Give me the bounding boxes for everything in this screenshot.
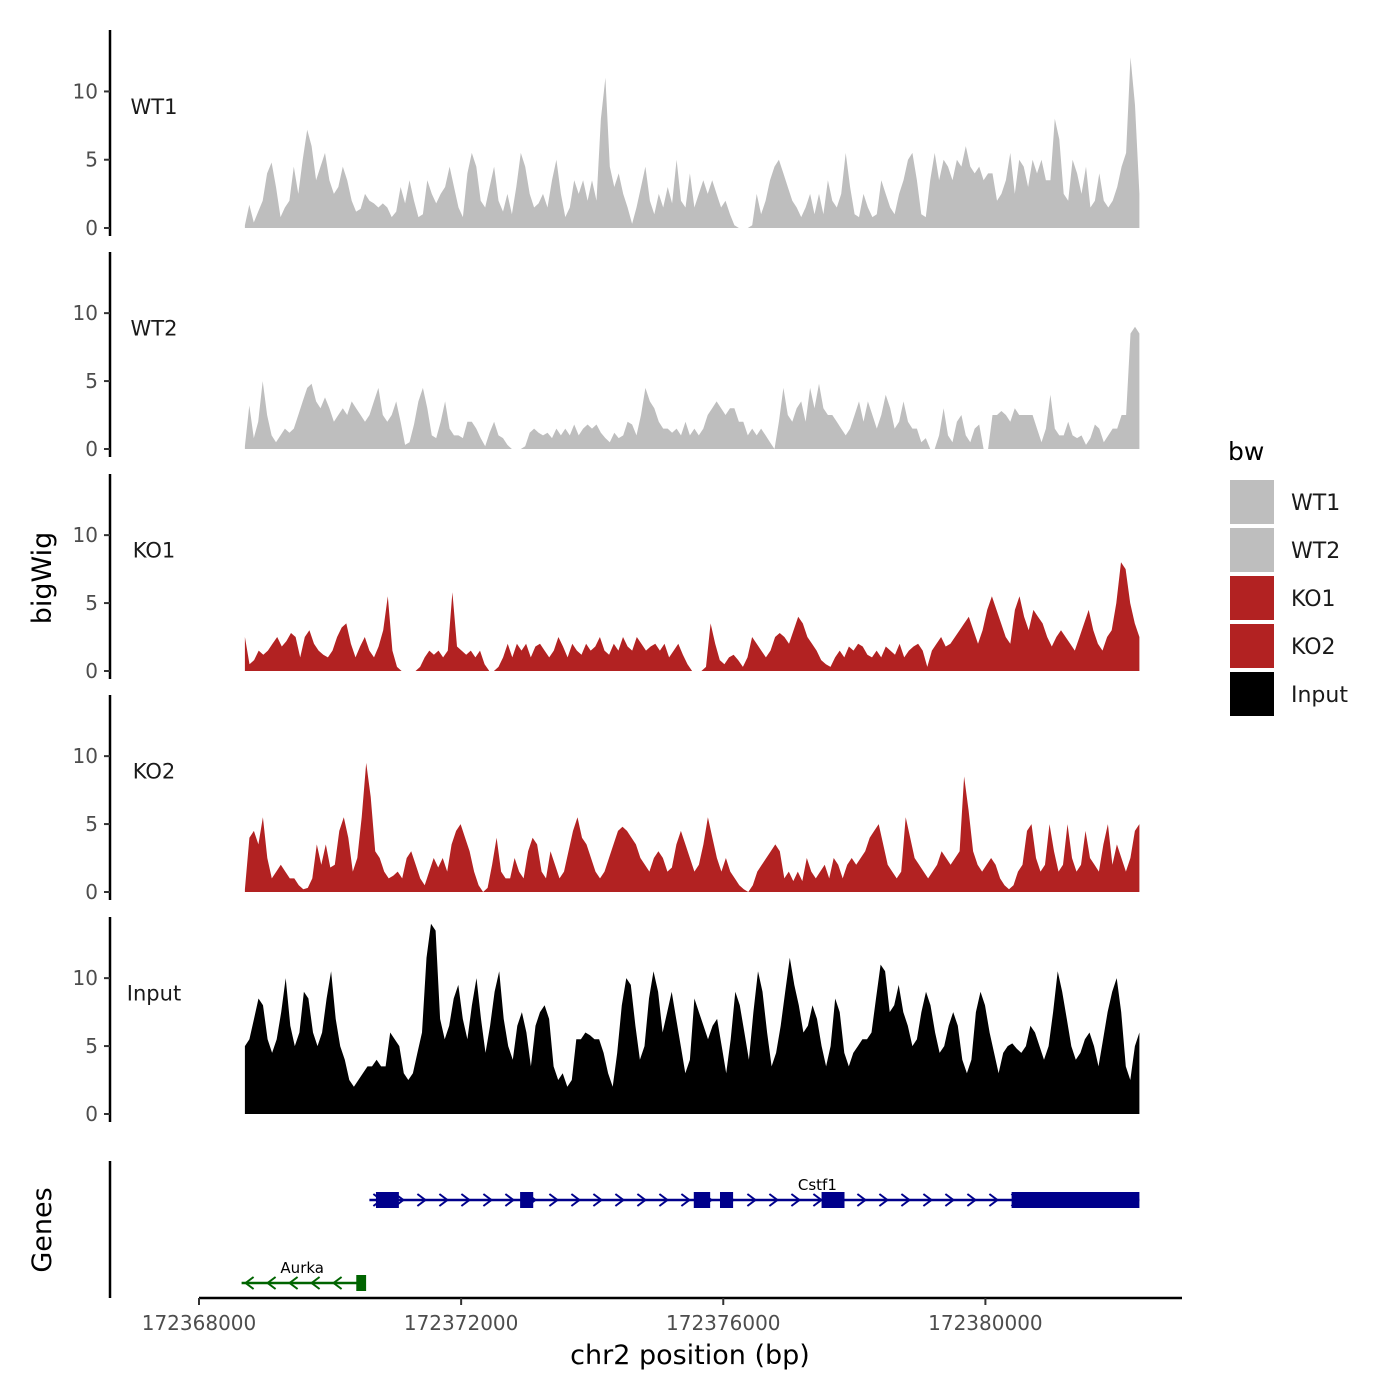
strand-arrow bbox=[287, 1276, 299, 1290]
exon bbox=[520, 1192, 534, 1208]
track-label: Input bbox=[127, 982, 181, 1006]
strand-arrow bbox=[548, 1193, 560, 1207]
y-tick-label: 5 bbox=[85, 148, 98, 172]
gene-label: Cstf1 bbox=[798, 1176, 837, 1194]
track-label: WT2 bbox=[131, 317, 178, 341]
track-wt1: 0 5 10 WT1 bbox=[73, 30, 1140, 240]
strand-arrow bbox=[309, 1276, 321, 1290]
track-ko1: 0 5 10 KO1 bbox=[73, 474, 1140, 683]
legend-label: Input bbox=[1291, 683, 1348, 708]
strand-arrow bbox=[680, 1193, 692, 1207]
legend-swatch bbox=[1230, 624, 1274, 668]
strand-arrow bbox=[460, 1193, 472, 1207]
strand-arrow bbox=[790, 1193, 802, 1207]
y-tick-label: 0 bbox=[85, 437, 98, 461]
legend-swatch bbox=[1230, 480, 1274, 524]
legend-item-wt1: WT1 bbox=[1230, 480, 1340, 524]
strand-arrow bbox=[878, 1193, 890, 1207]
exon bbox=[375, 1192, 399, 1208]
strand-arrow bbox=[658, 1193, 670, 1207]
strand-arrow bbox=[966, 1193, 978, 1207]
y-tick-label: 5 bbox=[85, 369, 98, 393]
x-axis: 172368000 172372000 172376000 172380000 bbox=[142, 1296, 1182, 1335]
x-tick-label: 172380000 bbox=[928, 1311, 1043, 1335]
strand-arrow bbox=[265, 1276, 277, 1290]
coverage-area-wt2 bbox=[244, 326, 1140, 449]
legend-item-wt2: WT2 bbox=[1230, 528, 1340, 572]
strand-arrow bbox=[944, 1193, 956, 1207]
y-axis-title: bigWig bbox=[27, 532, 58, 625]
strand-arrow bbox=[636, 1193, 648, 1207]
strand-arrow bbox=[416, 1193, 428, 1207]
legend: bw WT1 WT2 KO1 KO2 Input bbox=[1228, 437, 1348, 716]
strand-arrow bbox=[331, 1276, 343, 1290]
exon bbox=[1011, 1192, 1140, 1208]
y-tick-label: 5 bbox=[85, 812, 98, 836]
gene-aurka: Aurka bbox=[241, 1259, 367, 1291]
legend-swatch bbox=[1230, 576, 1274, 620]
strand-arrow bbox=[922, 1193, 934, 1207]
strand-arrow bbox=[614, 1193, 626, 1207]
tracks: 0 5 10 WT1 0 5 10 WT2 0 5 10 KO1 0 5 10 KO2 0 5 10 Input bbox=[73, 30, 1140, 1126]
exon bbox=[821, 1192, 845, 1208]
track-ko2: 0 5 10 KO2 bbox=[73, 695, 1140, 904]
legend-title: bw bbox=[1228, 437, 1264, 466]
y-tick-label: 0 bbox=[85, 1102, 98, 1126]
y-tick-label: 5 bbox=[85, 591, 98, 615]
legend-item-input: Input bbox=[1230, 672, 1348, 716]
legend-item-ko1: KO1 bbox=[1230, 576, 1336, 620]
legend-item-ko2: KO2 bbox=[1230, 624, 1336, 668]
coverage-area-wt1 bbox=[244, 57, 1140, 228]
y-tick-label: 0 bbox=[85, 659, 98, 683]
exon bbox=[356, 1275, 367, 1291]
strand-arrow bbox=[482, 1193, 494, 1207]
y-tick-label: 10 bbox=[73, 523, 98, 547]
legend-label: WT1 bbox=[1291, 491, 1340, 516]
strand-arrow bbox=[768, 1193, 780, 1207]
y-tick-label: 0 bbox=[85, 880, 98, 904]
y-tick-label: 5 bbox=[85, 1034, 98, 1058]
track-label: WT1 bbox=[131, 95, 178, 119]
legend-swatch bbox=[1230, 672, 1274, 716]
legend-label: KO2 bbox=[1291, 635, 1336, 660]
x-axis-title: chr2 position (bp) bbox=[570, 1340, 810, 1371]
coverage-area-input bbox=[244, 923, 1140, 1114]
x-tick-label: 172376000 bbox=[666, 1311, 781, 1335]
legend-swatch bbox=[1230, 528, 1274, 572]
track-label: KO2 bbox=[133, 760, 176, 784]
strand-arrow bbox=[438, 1193, 450, 1207]
y-tick-label: 10 bbox=[73, 301, 98, 325]
strand-arrow bbox=[812, 1193, 824, 1207]
strand-arrow bbox=[900, 1193, 912, 1207]
x-tick-label: 172368000 bbox=[142, 1311, 257, 1335]
track-wt2: 0 5 10 WT2 bbox=[73, 252, 1140, 461]
y-tick-label: 10 bbox=[73, 744, 98, 768]
strand-arrow bbox=[592, 1193, 604, 1207]
track-label: KO1 bbox=[133, 539, 176, 563]
legend-label: WT2 bbox=[1291, 539, 1340, 564]
y-tick-label: 10 bbox=[73, 966, 98, 990]
gene-cstf1: Cstf1 bbox=[369, 1176, 1140, 1208]
gene-label: Aurka bbox=[280, 1259, 324, 1277]
genes-axis-title: Genes bbox=[27, 1187, 58, 1272]
strand-arrow bbox=[504, 1193, 516, 1207]
exon bbox=[693, 1192, 711, 1208]
coverage-area-ko1 bbox=[244, 562, 1140, 671]
coverage-area-ko2 bbox=[244, 762, 1140, 892]
genes-panel: Cstf1 Aurka bbox=[108, 1161, 1140, 1298]
y-tick-label: 10 bbox=[73, 79, 98, 103]
exon bbox=[719, 1192, 734, 1208]
strand-arrow bbox=[856, 1193, 868, 1207]
legend-label: KO1 bbox=[1291, 587, 1336, 612]
strand-arrow bbox=[746, 1193, 758, 1207]
y-tick-label: 0 bbox=[85, 216, 98, 240]
track-input: 0 5 10 Input bbox=[73, 917, 1140, 1126]
strand-arrow bbox=[570, 1193, 582, 1207]
strand-arrow bbox=[243, 1276, 255, 1290]
strand-arrow bbox=[988, 1193, 1000, 1207]
x-tick-label: 172372000 bbox=[404, 1311, 519, 1335]
